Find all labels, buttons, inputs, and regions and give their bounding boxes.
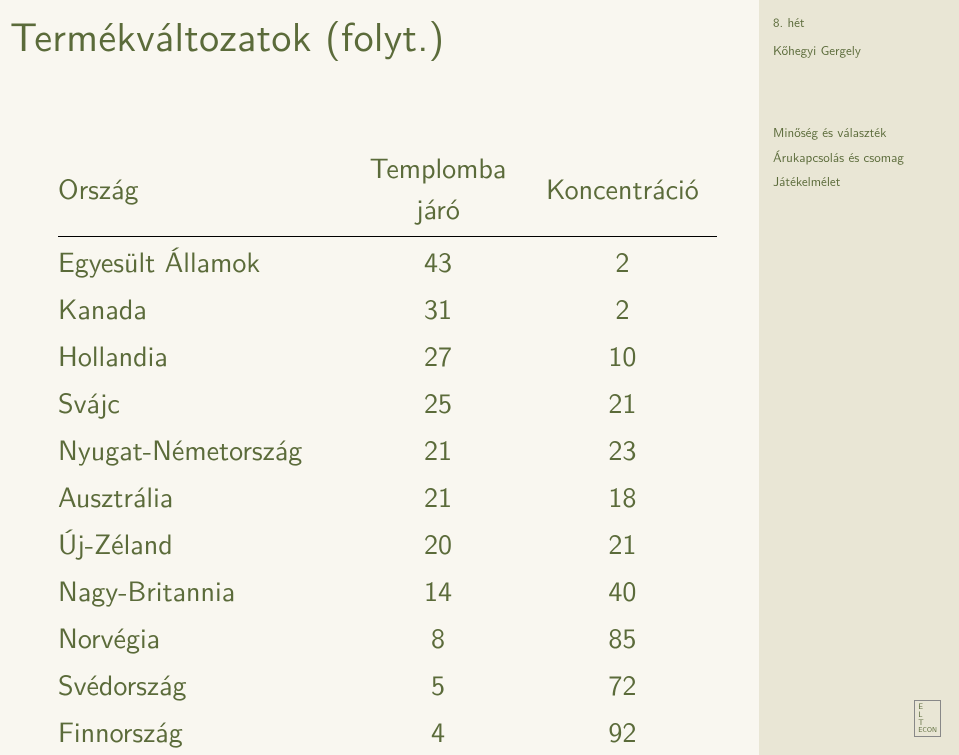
cell-v2: 23 — [528, 425, 717, 472]
cell-v2: 2 — [528, 284, 717, 331]
cell-country: Svájc — [58, 378, 348, 425]
cell-country: Svédország — [58, 660, 348, 707]
cell-v1: 14 — [348, 566, 528, 613]
sidebar-author: Kőhegyi Gergely — [773, 42, 945, 60]
slide-main: Termékváltozatok (folyt.) Ország Templom… — [0, 0, 759, 755]
table-row: Ausztrália2118 — [58, 472, 717, 519]
sidebar-nav-item[interactable]: Játékelmélet — [773, 173, 945, 191]
sidebar-nav-item[interactable]: Minőség és választék — [773, 124, 945, 142]
cell-v2: 21 — [528, 519, 717, 566]
table-row: Nagy-Britannia1440 — [58, 566, 717, 613]
cell-v1: 25 — [348, 378, 528, 425]
table-header-row: Ország Templomba járó Koncentráció — [58, 140, 717, 237]
cell-v1: 8 — [348, 613, 528, 660]
cell-v1: 20 — [348, 519, 528, 566]
cell-v1: 31 — [348, 284, 528, 331]
table-row: Új-Zéland2021 — [58, 519, 717, 566]
logo-line: ECON — [918, 727, 937, 734]
table-row: Kanada312 — [58, 284, 717, 331]
cell-v1: 21 — [348, 425, 528, 472]
table-row: Svájc2521 — [58, 378, 717, 425]
cell-v2: 21 — [528, 378, 717, 425]
cell-country: Finnország — [58, 707, 348, 754]
sidebar-week: 8. hét — [773, 14, 945, 32]
cell-v1: 4 — [348, 707, 528, 754]
cell-v2: 85 — [528, 613, 717, 660]
cell-v1: 27 — [348, 331, 528, 378]
table-row: Finnország492 — [58, 707, 717, 754]
cell-country: Nagy-Britannia — [58, 566, 348, 613]
cell-v1: 43 — [348, 237, 528, 285]
cell-v2: 18 — [528, 472, 717, 519]
data-table: Ország Templomba járó Koncentráció Egyes… — [58, 140, 717, 755]
cell-v1: 5 — [348, 660, 528, 707]
cell-v2: 92 — [528, 707, 717, 754]
logo: E L T ECON — [914, 700, 941, 737]
sidebar: 8. hét Kőhegyi Gergely Minőség és válasz… — [759, 0, 959, 755]
cell-v1: 21 — [348, 472, 528, 519]
cell-country: Ausztrália — [58, 472, 348, 519]
data-table-wrap: Ország Templomba járó Koncentráció Egyes… — [0, 64, 759, 755]
table-row: Egyesült Államok432 — [58, 237, 717, 285]
cell-country: Egyesült Államok — [58, 237, 348, 285]
sidebar-nav-item[interactable]: Árukapcsolás és csomag — [773, 149, 945, 167]
cell-country: Norvégia — [58, 613, 348, 660]
cell-country: Hollandia — [58, 331, 348, 378]
cell-v2: 72 — [528, 660, 717, 707]
table-row: Hollandia2710 — [58, 331, 717, 378]
header-col1: Templomba járó — [348, 140, 528, 237]
cell-country: Új-Zéland — [58, 519, 348, 566]
cell-country: Kanada — [58, 284, 348, 331]
table-row: Norvégia885 — [58, 613, 717, 660]
header-col2: Koncentráció — [528, 140, 717, 237]
cell-country: Nyugat-Németország — [58, 425, 348, 472]
table-row: Svédország572 — [58, 660, 717, 707]
header-country: Ország — [58, 140, 348, 237]
cell-v2: 40 — [528, 566, 717, 613]
table-row: Nyugat-Németország2123 — [58, 425, 717, 472]
slide-title: Termékváltozatok (folyt.) — [0, 0, 759, 64]
cell-v2: 2 — [528, 237, 717, 285]
cell-v2: 10 — [528, 331, 717, 378]
